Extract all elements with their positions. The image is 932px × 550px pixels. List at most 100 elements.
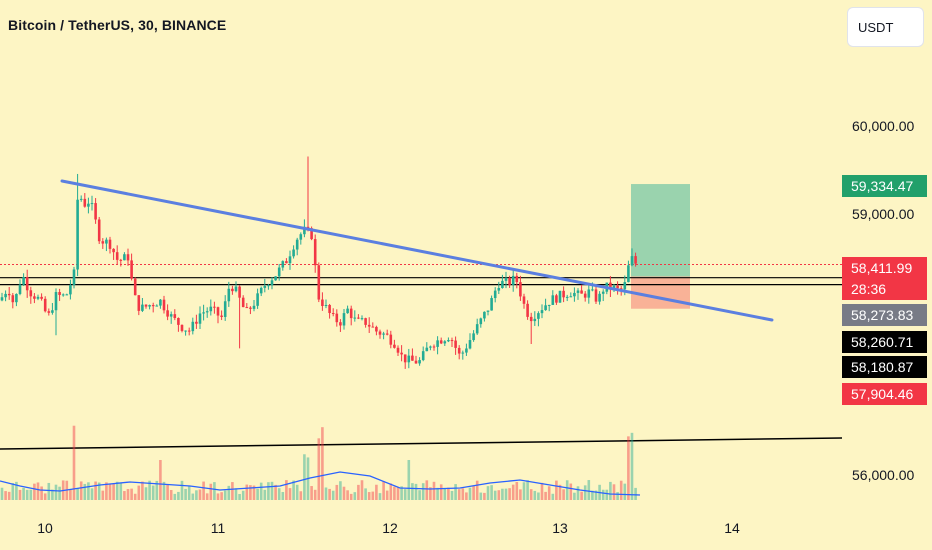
candle-body — [43, 298, 47, 312]
volume-bar — [432, 481, 436, 500]
volume-bar — [288, 488, 292, 500]
volume-bar — [533, 490, 537, 500]
volume-bar — [115, 481, 119, 500]
candle-body — [36, 296, 40, 299]
candle-body — [526, 303, 529, 317]
volume-bar — [339, 481, 342, 500]
volume-bar — [335, 484, 339, 500]
volume-bar — [587, 480, 591, 500]
volume-bar — [79, 481, 83, 500]
volume-bar — [22, 487, 25, 500]
candle-body — [281, 261, 285, 268]
x-tick-label: 10 — [37, 520, 53, 536]
candle-body — [227, 288, 231, 302]
volume-bar — [443, 488, 447, 500]
volume-bar — [569, 483, 573, 500]
candle-body — [205, 311, 209, 313]
price-tag-last: 58,411.99 — [842, 257, 927, 279]
volume-bar — [58, 486, 61, 500]
candle-body — [619, 288, 623, 290]
candle-body — [580, 290, 583, 294]
volume-bar — [609, 481, 612, 500]
volume-bar — [353, 492, 357, 500]
candle-body — [335, 313, 339, 323]
volume-bar — [187, 485, 191, 500]
candle-body — [234, 286, 238, 292]
volume-bar — [364, 488, 367, 500]
candle-body — [76, 199, 79, 270]
candle-body — [216, 307, 220, 316]
candle-body — [65, 294, 69, 296]
candle-body — [328, 304, 331, 314]
candle-body — [223, 301, 227, 317]
candle-body — [465, 348, 468, 353]
candle-body — [529, 316, 533, 322]
volume-bar — [346, 490, 349, 500]
volume-bar — [529, 489, 533, 500]
candle-body — [501, 280, 504, 289]
candle-body — [400, 352, 403, 355]
volume-bar — [234, 488, 238, 500]
candle-body — [148, 305, 151, 307]
candle-body — [504, 278, 508, 281]
x-tick-label: 14 — [724, 520, 740, 536]
candle-body — [274, 276, 277, 281]
volume-bar — [313, 489, 317, 500]
candle-body — [15, 293, 18, 303]
volume-bar — [249, 485, 252, 500]
candle-body — [310, 228, 313, 240]
candle-body — [259, 287, 263, 294]
candle-body — [187, 330, 191, 332]
candle-body — [346, 308, 349, 314]
volume-bar — [605, 489, 609, 500]
volume-bar — [180, 480, 184, 500]
volume-bar — [191, 493, 195, 500]
candle-body — [241, 297, 245, 308]
x-tick-label: 11 — [210, 520, 226, 536]
volume-bar — [537, 492, 540, 500]
candle-body — [51, 310, 54, 313]
volume-bar — [166, 484, 169, 500]
candle-body — [18, 284, 22, 294]
candle-body — [177, 318, 180, 325]
volume-bar — [4, 491, 7, 500]
candle-body — [58, 292, 61, 295]
candle-body — [112, 248, 115, 253]
candle-body — [457, 347, 461, 354]
volume-bar — [475, 480, 479, 500]
volume-bar — [594, 490, 598, 500]
candle-body — [317, 265, 321, 300]
volume-bar — [472, 485, 475, 500]
candle-body — [461, 352, 465, 354]
candle-body — [468, 340, 472, 349]
candle-body — [144, 304, 148, 307]
candle-body — [288, 256, 292, 264]
support-line — [0, 437, 843, 450]
volume-bar — [407, 460, 411, 500]
volume-bar — [573, 492, 576, 500]
candle-body — [493, 290, 497, 299]
candle-body — [209, 306, 213, 312]
candle-body — [213, 306, 216, 308]
candle-body — [475, 324, 479, 334]
candle-body — [612, 285, 616, 290]
candle-body — [609, 282, 612, 290]
candle-body — [191, 321, 195, 332]
candle-body — [439, 340, 443, 344]
volume-bar — [223, 490, 227, 500]
currency-button[interactable]: USDT — [847, 7, 924, 47]
volume-bar — [454, 484, 457, 500]
candle-body — [634, 256, 637, 264]
candle-body — [385, 333, 389, 335]
volume-bar — [141, 481, 144, 500]
volume-bar — [270, 481, 274, 500]
volume-bar — [7, 491, 11, 500]
candle-body — [594, 289, 598, 302]
volume-bar — [421, 483, 425, 500]
candle-body — [486, 310, 490, 312]
candle-body — [562, 290, 565, 298]
volume-bar — [285, 480, 288, 500]
candle-body — [155, 305, 159, 307]
